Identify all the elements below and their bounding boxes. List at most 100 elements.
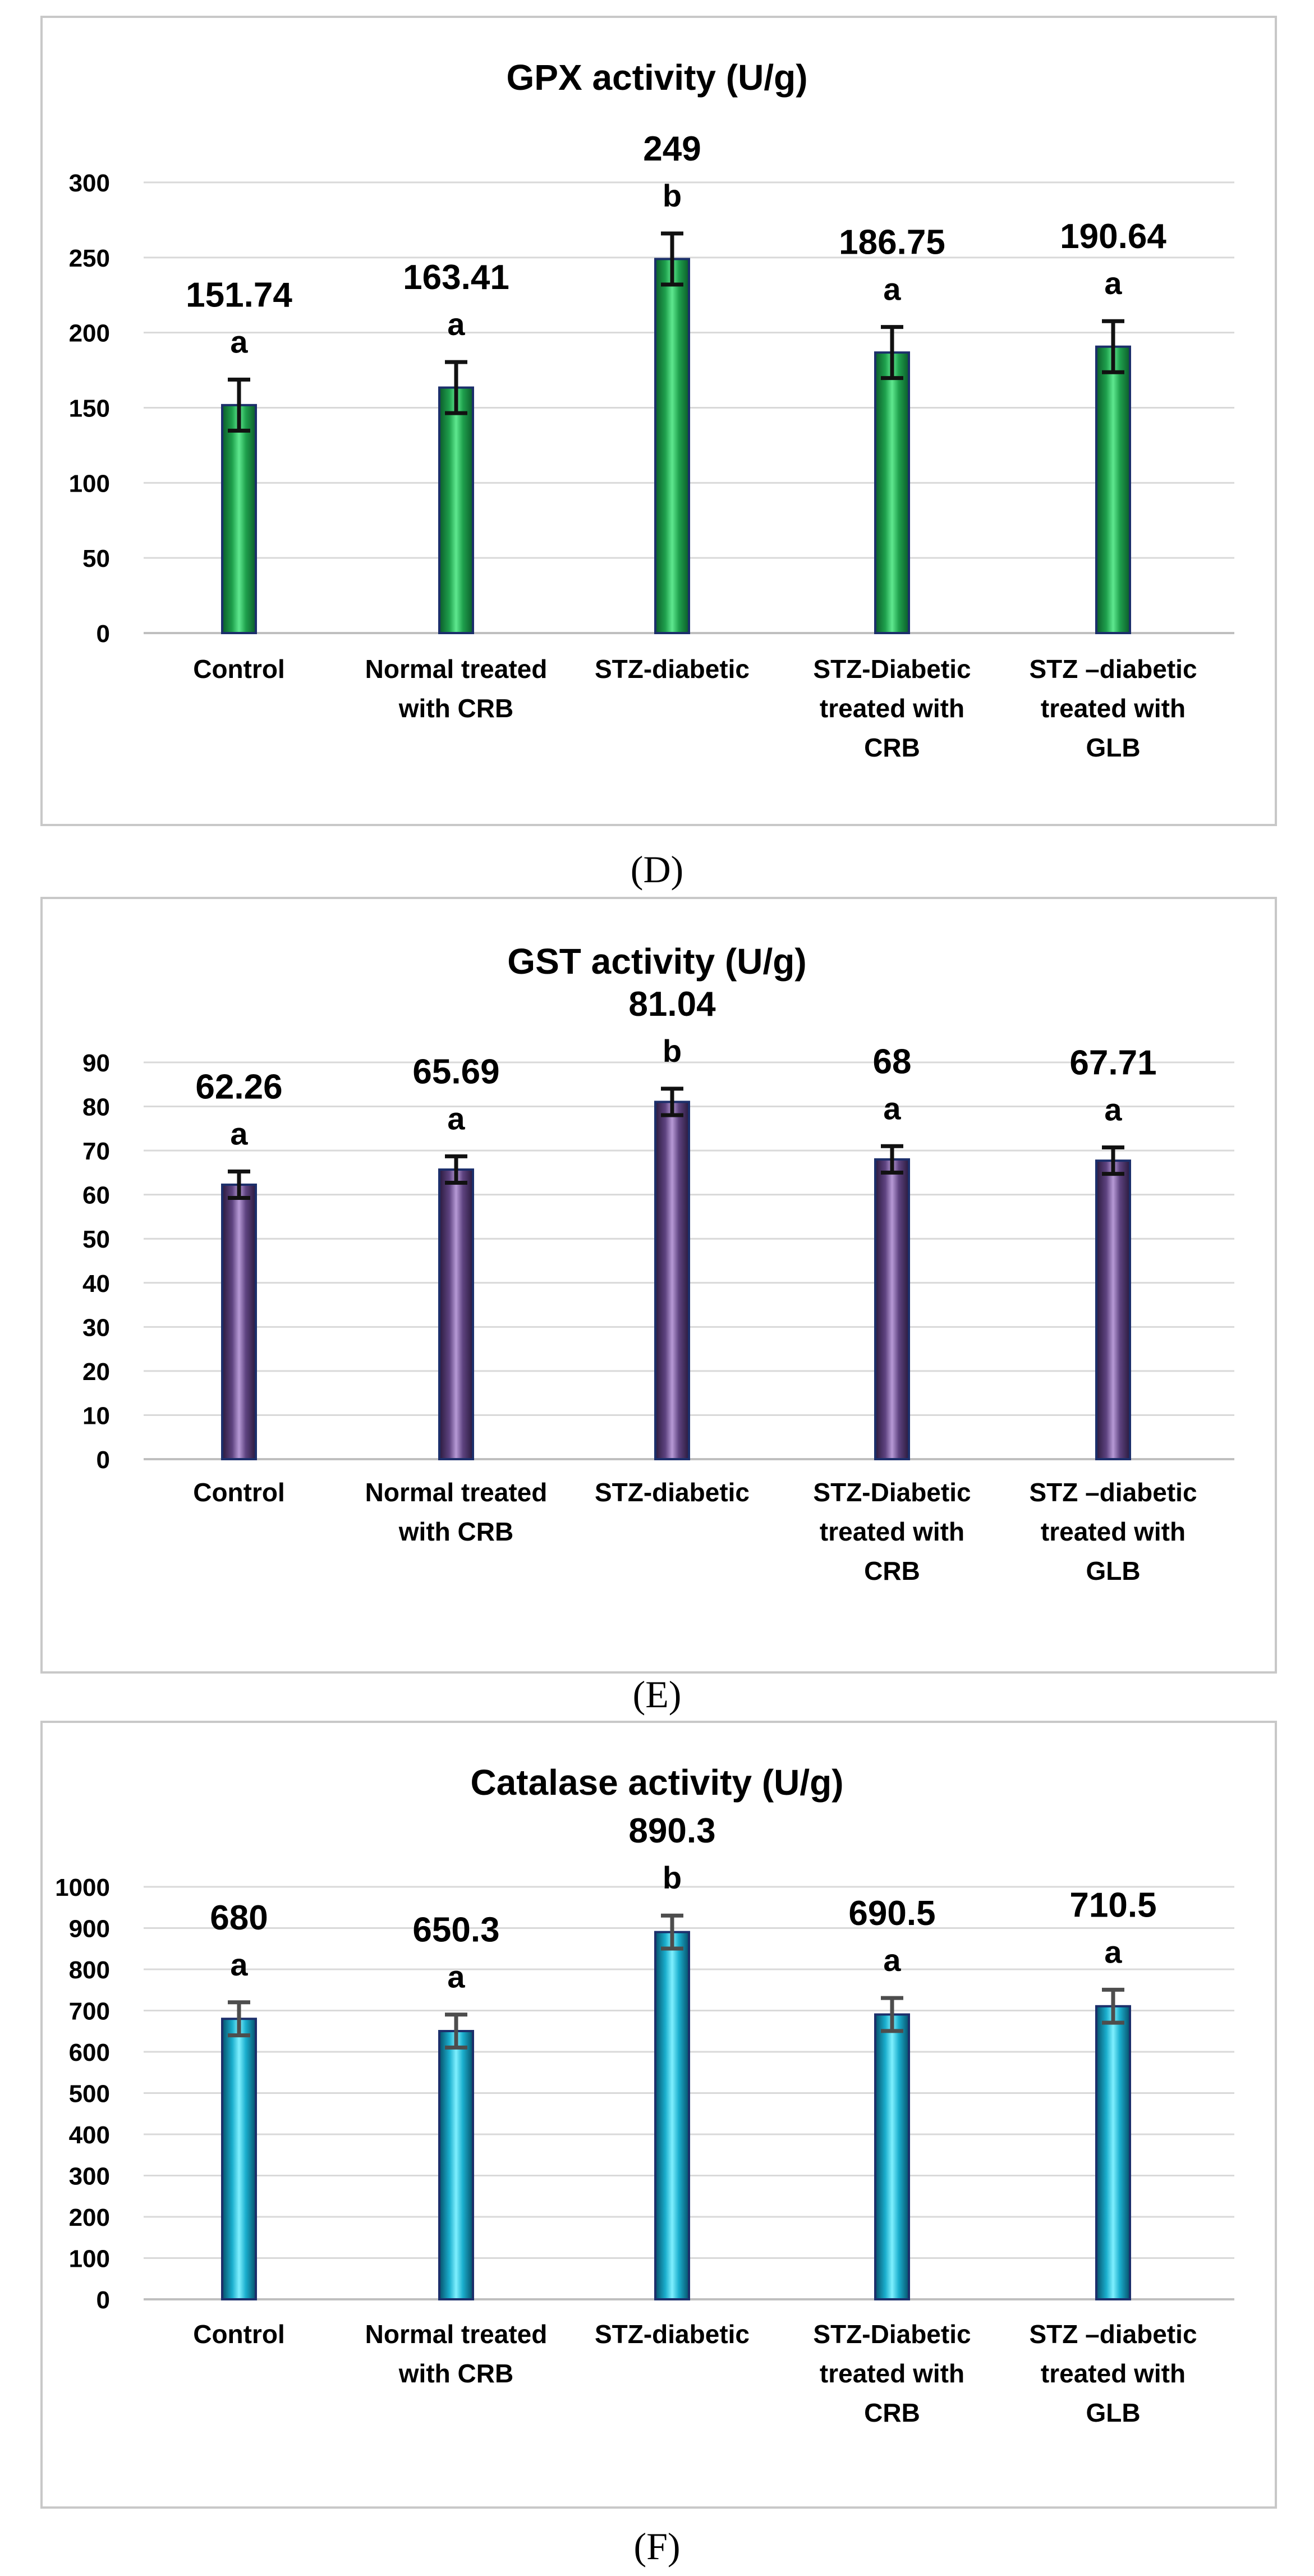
gpx-chart-title: GPX activity (U/g) [507, 57, 808, 98]
gst-y-tick-label: 40 [82, 1270, 110, 1298]
catalase-bar [221, 2018, 257, 2300]
catalase-y-tick-label: 600 [69, 2039, 110, 2066]
catalase-error-bar [881, 1996, 903, 2033]
gpx-error-bar [881, 325, 903, 381]
gpx-category-label: STZ-diabetic [595, 654, 750, 684]
catalase-category-label: STZ-diabetic [595, 2320, 750, 2349]
gst-value-label: 67.71 [1069, 1044, 1156, 1083]
panel-label-f: (F) [633, 2525, 680, 2568]
gpx-category-label: Normal treated [365, 654, 548, 684]
gst-category-label: Normal treated [365, 1478, 548, 1507]
gpx-bar [1095, 345, 1131, 634]
catalase-y-tick-label: 100 [69, 2245, 110, 2273]
catalase-y-tick-label: 500 [69, 2080, 110, 2108]
catalase-error-bar [661, 1913, 683, 1951]
gst-y-tick-label: 80 [82, 1094, 110, 1121]
gpx-bar [654, 258, 690, 634]
gpx-significance-letter: a [883, 272, 901, 307]
gpx-category-label: GLB [1086, 733, 1140, 762]
gst-y-tick-label: 0 [97, 1446, 110, 1474]
gst-bar [221, 1183, 257, 1460]
gst-error-bar [445, 1154, 467, 1185]
gst-error-bar [228, 1169, 250, 1200]
gst-bar [654, 1101, 690, 1460]
gst-value-label: 65.69 [412, 1052, 499, 1091]
gpx-y-tick-label: 200 [69, 320, 110, 347]
catalase-value-label: 690.5 [848, 1894, 935, 1933]
catalase-category-label: Normal treated [365, 2320, 548, 2349]
gst-chart-title: GST activity (U/g) [507, 941, 806, 982]
catalase-error-bar [445, 2013, 467, 2050]
gst-category-label: STZ-Diabetic [813, 1478, 971, 1507]
catalase-y-tick-label: 200 [69, 2204, 110, 2231]
catalase-significance-letter: a [883, 1942, 901, 1978]
gst-significance-letter: a [230, 1116, 248, 1151]
gst-chart: GST activity (U/g) 0 10 20 30 40 50 60 70 80 90 a 6… [40, 897, 1277, 1674]
gpx-significance-letter: b [663, 178, 682, 213]
gst-category-label: with CRB [398, 1517, 513, 1546]
gst-category-label: STZ-diabetic [595, 1478, 750, 1507]
catalase-bar [438, 2030, 474, 2301]
gpx-category-label: treated with [1041, 694, 1186, 723]
gst-category-label: GLB [1086, 1556, 1140, 1585]
catalase-category-label: STZ-Diabetic [813, 2320, 971, 2349]
gpx-category-label: with CRB [398, 694, 513, 723]
catalase-y-tick-label: 800 [69, 1956, 110, 1984]
catalase-y-tick-label: 900 [69, 1915, 110, 1943]
catalase-category-label: Control [193, 2320, 285, 2349]
gpx-y-tick-label: 0 [97, 620, 110, 648]
gpx-bar [221, 404, 257, 634]
gpx-significance-letter: a [447, 306, 465, 342]
gpx-significance-letter: a [230, 324, 248, 359]
gpx-value-label: 151.74 [186, 276, 292, 314]
catalase-significance-letter: a [447, 1959, 465, 1995]
gst-significance-letter: a [1104, 1092, 1122, 1127]
catalase-category-label: treated with [1041, 2359, 1186, 2388]
catalase-value-label: 680 [210, 1899, 268, 1937]
catalase-category-label: with CRB [398, 2359, 513, 2388]
gst-category-label: STZ –diabetic [1029, 1478, 1197, 1507]
catalase-plot-area: 0 100 200 300 400 500 600 700 800 900 1000 a 680 Cont… [55, 1812, 1234, 2427]
gst-error-bar [881, 1144, 903, 1175]
catalase-chart: Catalase activity (U/g) 0 100 200 300 400 500… [40, 1721, 1277, 2509]
gpx-error-bar [661, 231, 683, 287]
catalase-category-label: CRB [864, 2398, 920, 2427]
gst-significance-letter: a [883, 1090, 901, 1126]
gpx-error-bar [228, 377, 250, 433]
gpx-category-label: STZ –diabetic [1029, 654, 1197, 684]
catalase-bar [874, 2013, 910, 2300]
gst-y-tick-label: 20 [82, 1358, 110, 1386]
gst-significance-letter: b [663, 1033, 682, 1069]
gst-value-label: 68 [873, 1042, 912, 1081]
gst-value-label: 62.26 [195, 1067, 282, 1106]
gpx-error-bar [1102, 319, 1124, 374]
gst-bar [874, 1158, 910, 1461]
catalase-error-bar [1102, 1987, 1124, 2025]
catalase-y-tick-label: 700 [69, 1998, 110, 2025]
gst-significance-letter: a [447, 1101, 465, 1136]
gpx-value-label: 249 [643, 130, 701, 168]
gpx-y-tick-label: 150 [69, 395, 110, 423]
gpx-value-label: 186.75 [839, 223, 945, 262]
catalase-category-label: treated with [820, 2359, 964, 2388]
gst-category-label: treated with [1041, 1517, 1186, 1546]
catalase-category-label: GLB [1086, 2398, 1140, 2427]
gpx-significance-letter: a [1104, 265, 1122, 301]
gpx-y-tick-label: 250 [69, 245, 110, 272]
gst-y-tick-label: 30 [82, 1314, 110, 1341]
catalase-y-tick-label: 300 [69, 2163, 110, 2190]
gpx-y-tick-label: 50 [82, 545, 110, 572]
catalase-significance-letter: b [663, 1860, 682, 1895]
gpx-value-label: 163.41 [403, 258, 509, 297]
gst-category-label: CRB [864, 1556, 920, 1585]
gst-category-label: Control [193, 1478, 285, 1507]
catalase-significance-letter: a [230, 1947, 248, 1982]
catalase-category-label: STZ –diabetic [1029, 2320, 1197, 2349]
gpx-category-label: CRB [864, 733, 920, 762]
gpx-category-label: Control [193, 654, 285, 684]
gst-y-tick-label: 70 [82, 1138, 110, 1165]
gst-y-tick-label: 90 [82, 1049, 110, 1077]
gst-y-tick-label: 10 [82, 1402, 110, 1429]
catalase-chart-title: Catalase activity (U/g) [470, 1762, 843, 1803]
